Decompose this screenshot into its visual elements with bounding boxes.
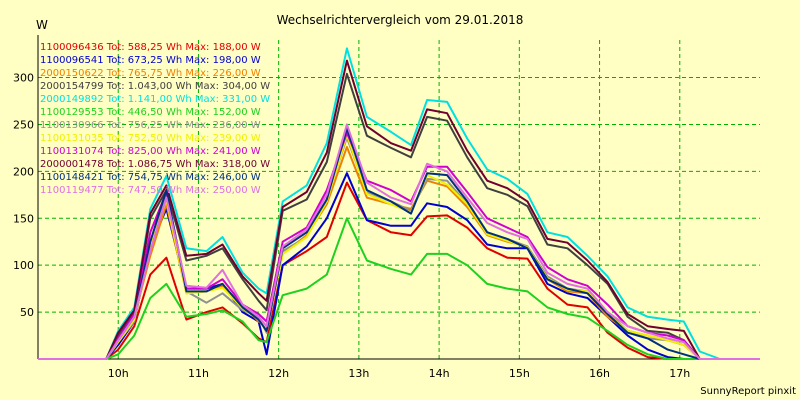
series-line-6 xyxy=(38,217,760,360)
legend-entry-11: 1100148421 Tot: 754,75 Wh Max: 246,00 W xyxy=(40,172,261,183)
series-line-12 xyxy=(38,123,760,360)
legend-entry-6: 1100129553 Tot: 446,50 Wh Max: 152,00 W xyxy=(40,107,261,118)
legend-entry-12: 1100119477 Tot: 747,50 Wh Max: 250,00 W xyxy=(40,185,261,196)
y-tick-label: 300 xyxy=(13,72,34,85)
legend-entry-9: 1100131074 Tot: 825,00 Wh Max: 241,00 W xyxy=(40,146,261,157)
legend-entry-5: 2000149892 Tot: 1.141,00 Wh Max: 331,00 … xyxy=(40,94,270,105)
legend-entry-4: 2000154799 Tot: 1.043,00 Wh Max: 304,00 … xyxy=(40,81,270,92)
series-line-2 xyxy=(38,172,760,360)
legend-entry-3: 2000150622 Tot: 765,75 Wh Max: 226,00 W xyxy=(40,68,261,79)
y-axis-unit-label: W xyxy=(36,18,48,32)
x-tick-label: 15h xyxy=(509,367,530,380)
series-line-5 xyxy=(38,47,760,360)
legend-entry-2: 1100096541 Tot: 673,25 Wh Max: 198,00 W xyxy=(40,55,261,66)
x-tick-label: 13h xyxy=(348,367,369,380)
x-tick-label: 16h xyxy=(589,367,610,380)
legend-entry-8: 1100131035 Tot: 752,50 Wh Max: 239,00 W xyxy=(40,133,261,144)
legend-entry-7: 1100130966 Tot: 756,25 Wh Max: 236,00 W xyxy=(40,120,261,131)
chart-title: Wechselrichtervergleich vom 29.01.2018 xyxy=(277,13,524,27)
x-tick-label: 12h xyxy=(268,367,289,380)
x-tick-label: 17h xyxy=(669,367,690,380)
plot-layer: 50 100 150 200 250 300 10h 11h 12h 13h 14h 15h 16h 17… xyxy=(13,35,760,380)
x-tick-label: 10h xyxy=(108,367,129,380)
y-tick-label: 100 xyxy=(13,259,34,272)
y-tick-label: 150 xyxy=(13,212,34,225)
legend-entry-10: 2000001478 Tot: 1.086,75 Wh Max: 318,00 … xyxy=(40,159,270,170)
series-line-11 xyxy=(38,127,760,360)
y-tick-label: 200 xyxy=(13,165,34,178)
x-tick-label: 11h xyxy=(188,367,209,380)
x-tick-label: 14h xyxy=(429,367,450,380)
y-tick-label: 250 xyxy=(13,118,34,131)
y-tick-label: 50 xyxy=(20,306,34,319)
legend: 1100096436 Tot: 588,25 Wh Max: 188,00 W 1… xyxy=(40,42,270,196)
series-line-10 xyxy=(38,59,760,360)
footer-credit: SunnyReport pinxit xyxy=(700,386,796,397)
legend-entry-1: 1100096436 Tot: 588,25 Wh Max: 188,00 W xyxy=(40,42,261,53)
series-line-1 xyxy=(38,181,760,360)
